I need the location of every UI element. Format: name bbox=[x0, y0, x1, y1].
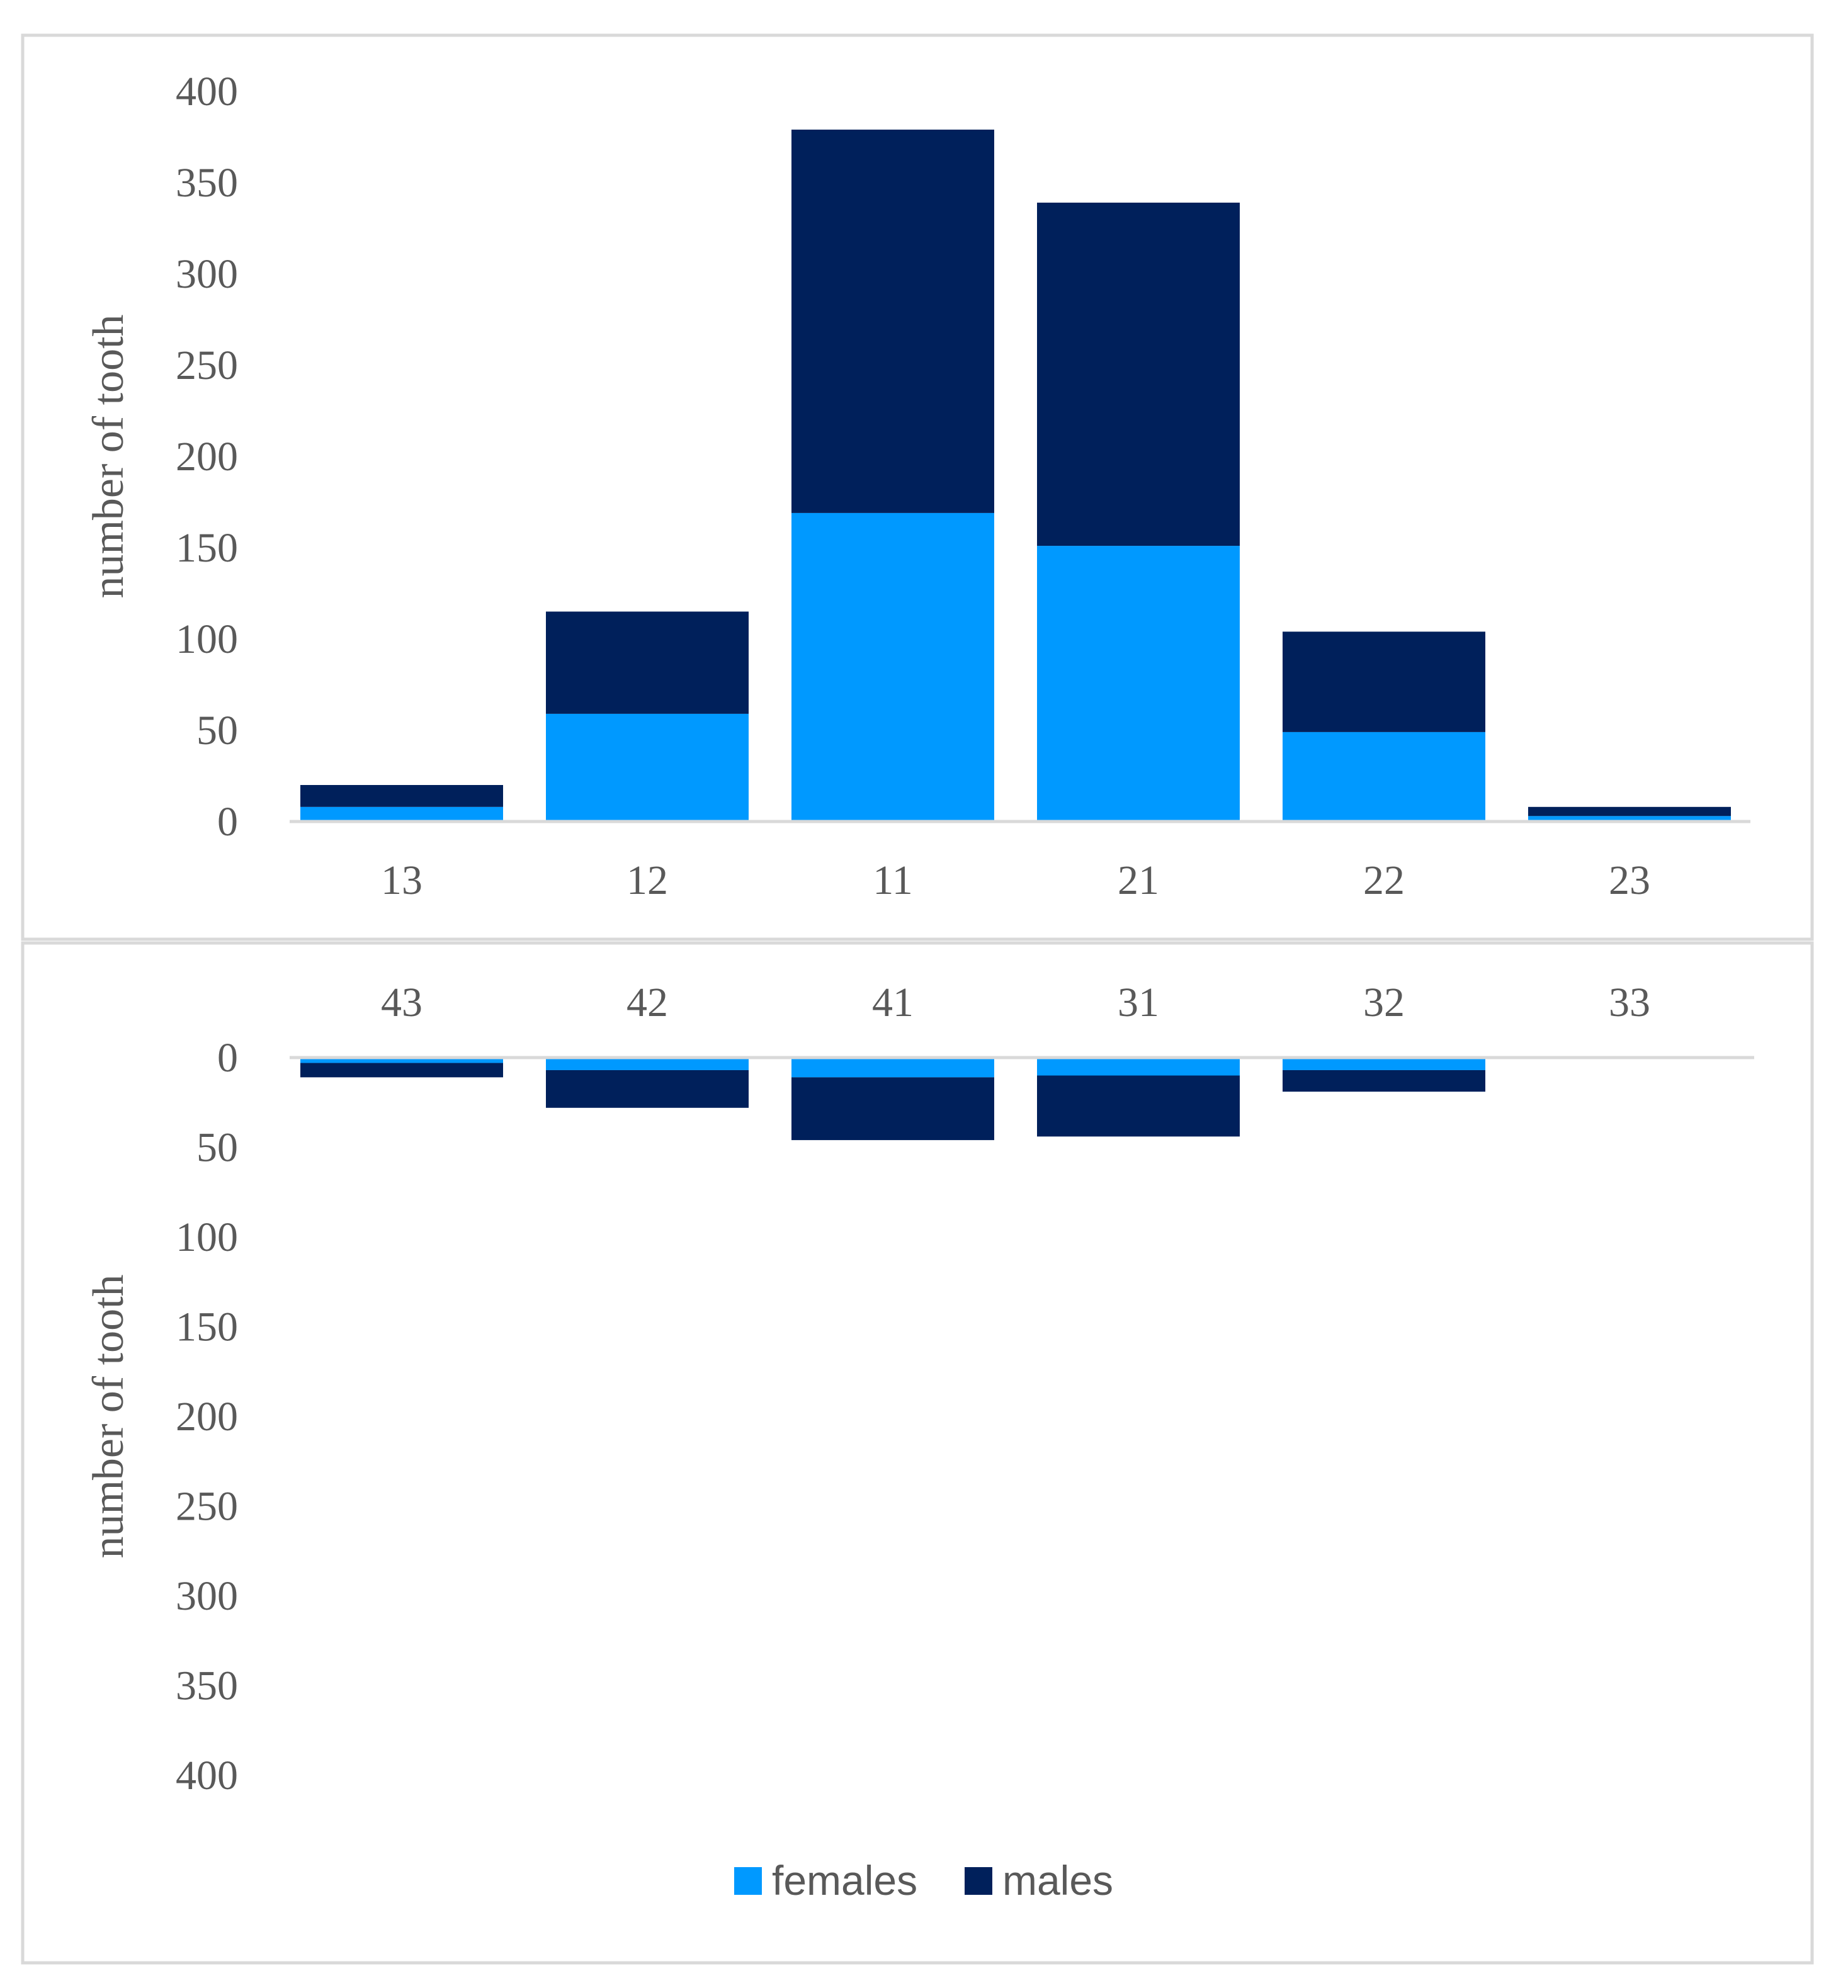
upper-ytick-label: 200 bbox=[176, 434, 238, 480]
lower-bar-males-31 bbox=[1037, 1075, 1240, 1137]
upper-ytick-label: 250 bbox=[176, 342, 238, 388]
lower-bar-males-42 bbox=[546, 1070, 749, 1108]
legend: females males bbox=[734, 1857, 1113, 1904]
upper-ytick-label: 50 bbox=[196, 708, 238, 754]
upper-bar-females-13 bbox=[300, 806, 503, 822]
upper-bar-males-23 bbox=[1528, 806, 1731, 816]
lower-ytick-label: 400 bbox=[176, 1753, 238, 1799]
upper-ytick-label: 350 bbox=[176, 160, 238, 206]
lower-ytick-label: 300 bbox=[176, 1573, 238, 1619]
upper-ytick-label: 0 bbox=[217, 799, 238, 845]
lower-category-label: 42 bbox=[626, 980, 668, 1025]
lower-jaw-chart: 0 50 100 150 200 250 300 350 400 number of tooth 4… bbox=[84, 980, 1754, 1799]
lower-bar-females-41 bbox=[791, 1058, 994, 1078]
upper-bar-males-12 bbox=[546, 611, 749, 714]
upper-bar-females-21 bbox=[1037, 546, 1240, 822]
upper-y-axis-label: number of tooth bbox=[84, 314, 133, 598]
lower-bar-females-32 bbox=[1283, 1058, 1485, 1070]
lower-bar-males-41 bbox=[791, 1077, 994, 1141]
lower-bar-males-43 bbox=[300, 1063, 503, 1078]
upper-bar-males-21 bbox=[1037, 202, 1240, 546]
upper-ytick-label: 150 bbox=[176, 525, 238, 571]
lower-category-label: 31 bbox=[1118, 980, 1159, 1025]
upper-ytick-label: 100 bbox=[176, 616, 238, 662]
upper-category-label: 21 bbox=[1118, 857, 1159, 903]
legend-label-females: females bbox=[772, 1857, 917, 1904]
lower-ytick-label: 250 bbox=[176, 1484, 238, 1530]
upper-category-label: 13 bbox=[381, 857, 422, 903]
lower-y-axis-label: number of tooth bbox=[84, 1274, 133, 1558]
upper-bar-females-12 bbox=[546, 713, 749, 822]
legend-label-males: males bbox=[1002, 1857, 1113, 1904]
lower-bar-males-32 bbox=[1283, 1070, 1485, 1092]
lower-category-label: 41 bbox=[872, 980, 914, 1025]
lower-ytick-label: 50 bbox=[196, 1125, 238, 1171]
upper-ytick-label: 300 bbox=[176, 251, 238, 297]
upper-bar-females-22 bbox=[1283, 731, 1485, 822]
lower-ytick-label: 100 bbox=[176, 1214, 238, 1260]
lower-ytick-label: 350 bbox=[176, 1663, 238, 1709]
lower-ytick-label: 0 bbox=[217, 1035, 238, 1081]
upper-category-label: 23 bbox=[1609, 857, 1650, 903]
lower-ytick-label: 150 bbox=[176, 1304, 238, 1350]
lower-category-label: 32 bbox=[1363, 980, 1405, 1025]
lower-category-label: 33 bbox=[1609, 980, 1650, 1025]
upper-category-label: 22 bbox=[1363, 857, 1405, 903]
upper-category-label: 12 bbox=[626, 857, 668, 903]
upper-bar-males-13 bbox=[300, 785, 503, 807]
upper-bar-females-11 bbox=[791, 512, 994, 822]
lower-category-label: 43 bbox=[381, 980, 422, 1025]
upper-category-label: 11 bbox=[873, 857, 913, 903]
legend-swatch-males bbox=[965, 1867, 992, 1895]
lower-bar-females-43 bbox=[300, 1058, 503, 1063]
upper-ytick-label: 400 bbox=[176, 69, 238, 115]
upper-jaw-chart: 0 50 100 150 200 250 300 350 400 number of tooth 1… bbox=[84, 69, 1750, 903]
upper-bar-males-22 bbox=[1283, 631, 1485, 732]
legend-swatch-females bbox=[734, 1867, 762, 1895]
upper-bar-males-11 bbox=[791, 129, 994, 513]
lower-ytick-label: 200 bbox=[176, 1394, 238, 1440]
lower-bar-females-31 bbox=[1037, 1058, 1240, 1076]
upper-bar-females-23 bbox=[1528, 816, 1731, 822]
lower-bar-females-42 bbox=[546, 1058, 749, 1070]
